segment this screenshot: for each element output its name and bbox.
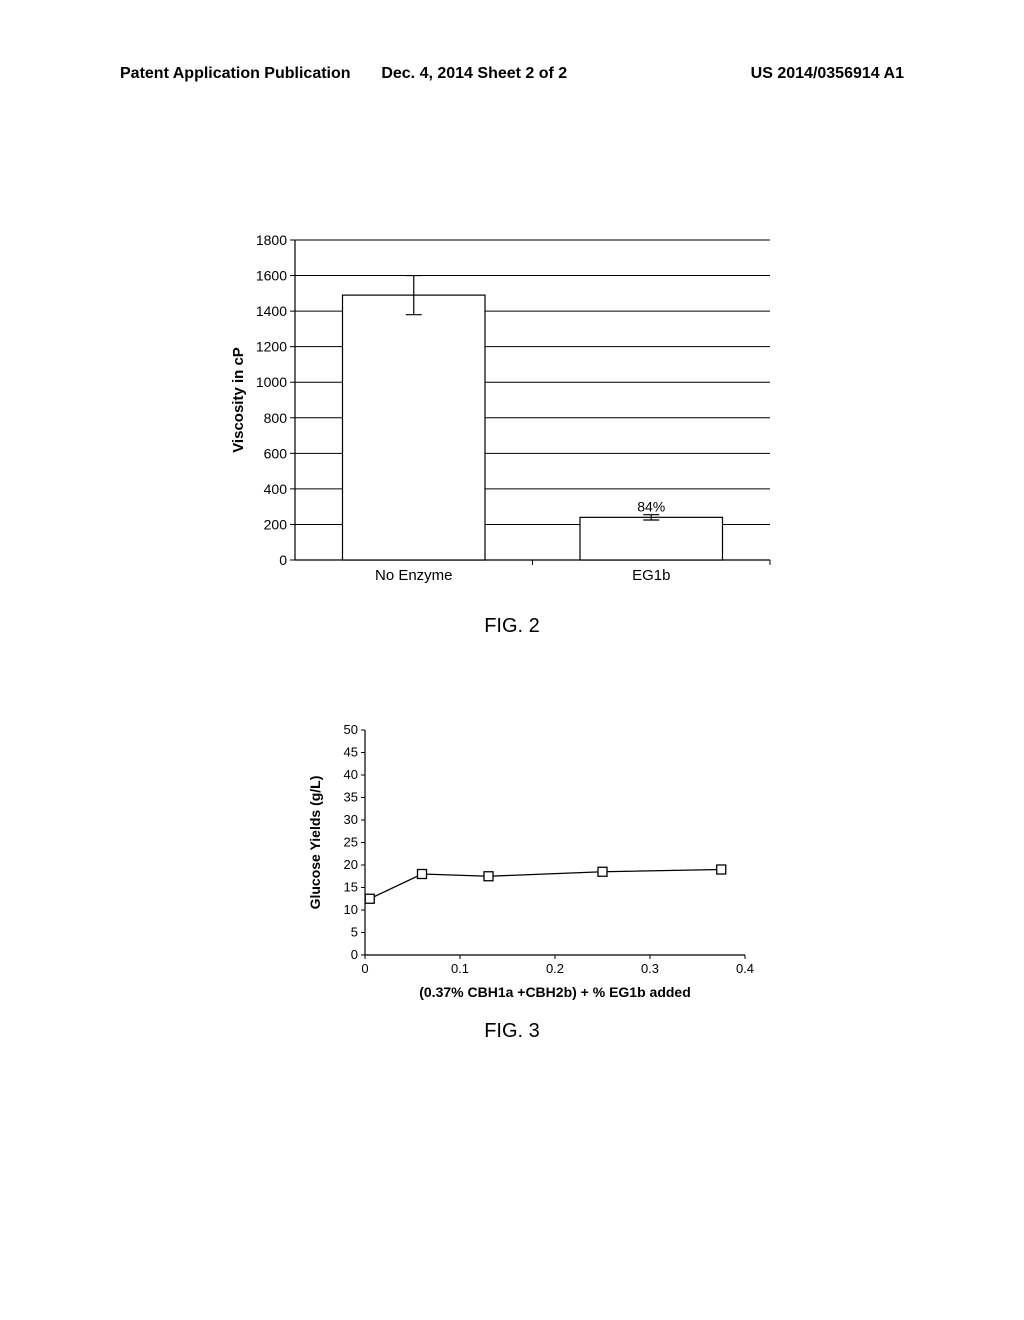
svg-text:1400: 1400	[256, 303, 287, 319]
svg-text:Glucose Yields (g/L): Glucose Yields (g/L)	[307, 776, 323, 910]
svg-text:1200: 1200	[256, 339, 287, 355]
svg-text:0: 0	[351, 947, 358, 962]
header-right: US 2014/0356914 A1	[643, 65, 904, 83]
svg-text:0.3: 0.3	[641, 961, 659, 976]
fig3-label: FIG. 3	[0, 1020, 1024, 1043]
svg-text:0.2: 0.2	[546, 961, 564, 976]
svg-text:45: 45	[344, 745, 358, 760]
line-chart-fig3: 0 5 10 15 20 25 30 35 40 45 50 0 0.1 0.2 0.3 0.4 Glucose…	[300, 720, 760, 1010]
svg-text:5: 5	[351, 925, 358, 940]
line-chart-svg: 0 5 10 15 20 25 30 35 40 45 50 0 0.1 0.2 0.3 0.4 Glucose…	[300, 720, 760, 1010]
header-left: Patent Application Publication	[120, 65, 381, 83]
svg-text:15: 15	[344, 880, 358, 895]
svg-text:1800: 1800	[256, 232, 287, 248]
svg-text:0: 0	[279, 552, 287, 568]
page-header: Patent Application Publication Dec. 4, 2…	[0, 65, 1024, 83]
bar-chart-svg: 0 200 400 600 800 1000 1200 1400 1600 1800 No Enzy…	[220, 230, 780, 600]
svg-text:200: 200	[264, 516, 288, 532]
svg-text:25: 25	[344, 835, 358, 850]
svg-text:(0.37% CBH1a +CBH2b) + % EG1b: (0.37% CBH1a +CBH2b) + % EG1b added	[419, 984, 691, 1000]
svg-text:1600: 1600	[256, 268, 287, 284]
svg-text:35: 35	[344, 790, 358, 805]
svg-text:84%: 84%	[637, 498, 665, 514]
svg-text:20: 20	[344, 857, 358, 872]
svg-text:600: 600	[264, 445, 288, 461]
svg-text:50: 50	[344, 722, 358, 737]
svg-text:800: 800	[264, 410, 288, 426]
header-center: Dec. 4, 2014 Sheet 2 of 2	[381, 65, 642, 83]
svg-text:10: 10	[344, 902, 358, 917]
svg-text:EG1b: EG1b	[632, 567, 670, 584]
svg-text:40: 40	[344, 767, 358, 782]
svg-text:30: 30	[344, 812, 358, 827]
bar-chart-fig2: 0 200 400 600 800 1000 1200 1400 1600 1800 No Enzy…	[220, 230, 780, 600]
svg-text:0.4: 0.4	[736, 961, 754, 976]
svg-text:0: 0	[361, 961, 368, 976]
svg-text:400: 400	[264, 481, 288, 497]
svg-text:No Enzyme: No Enzyme	[375, 567, 453, 584]
svg-text:Viscosity in cP: Viscosity in cP	[230, 347, 247, 453]
svg-text:0.1: 0.1	[451, 961, 469, 976]
svg-text:1000: 1000	[256, 374, 287, 390]
fig2-label: FIG. 2	[0, 615, 1024, 638]
